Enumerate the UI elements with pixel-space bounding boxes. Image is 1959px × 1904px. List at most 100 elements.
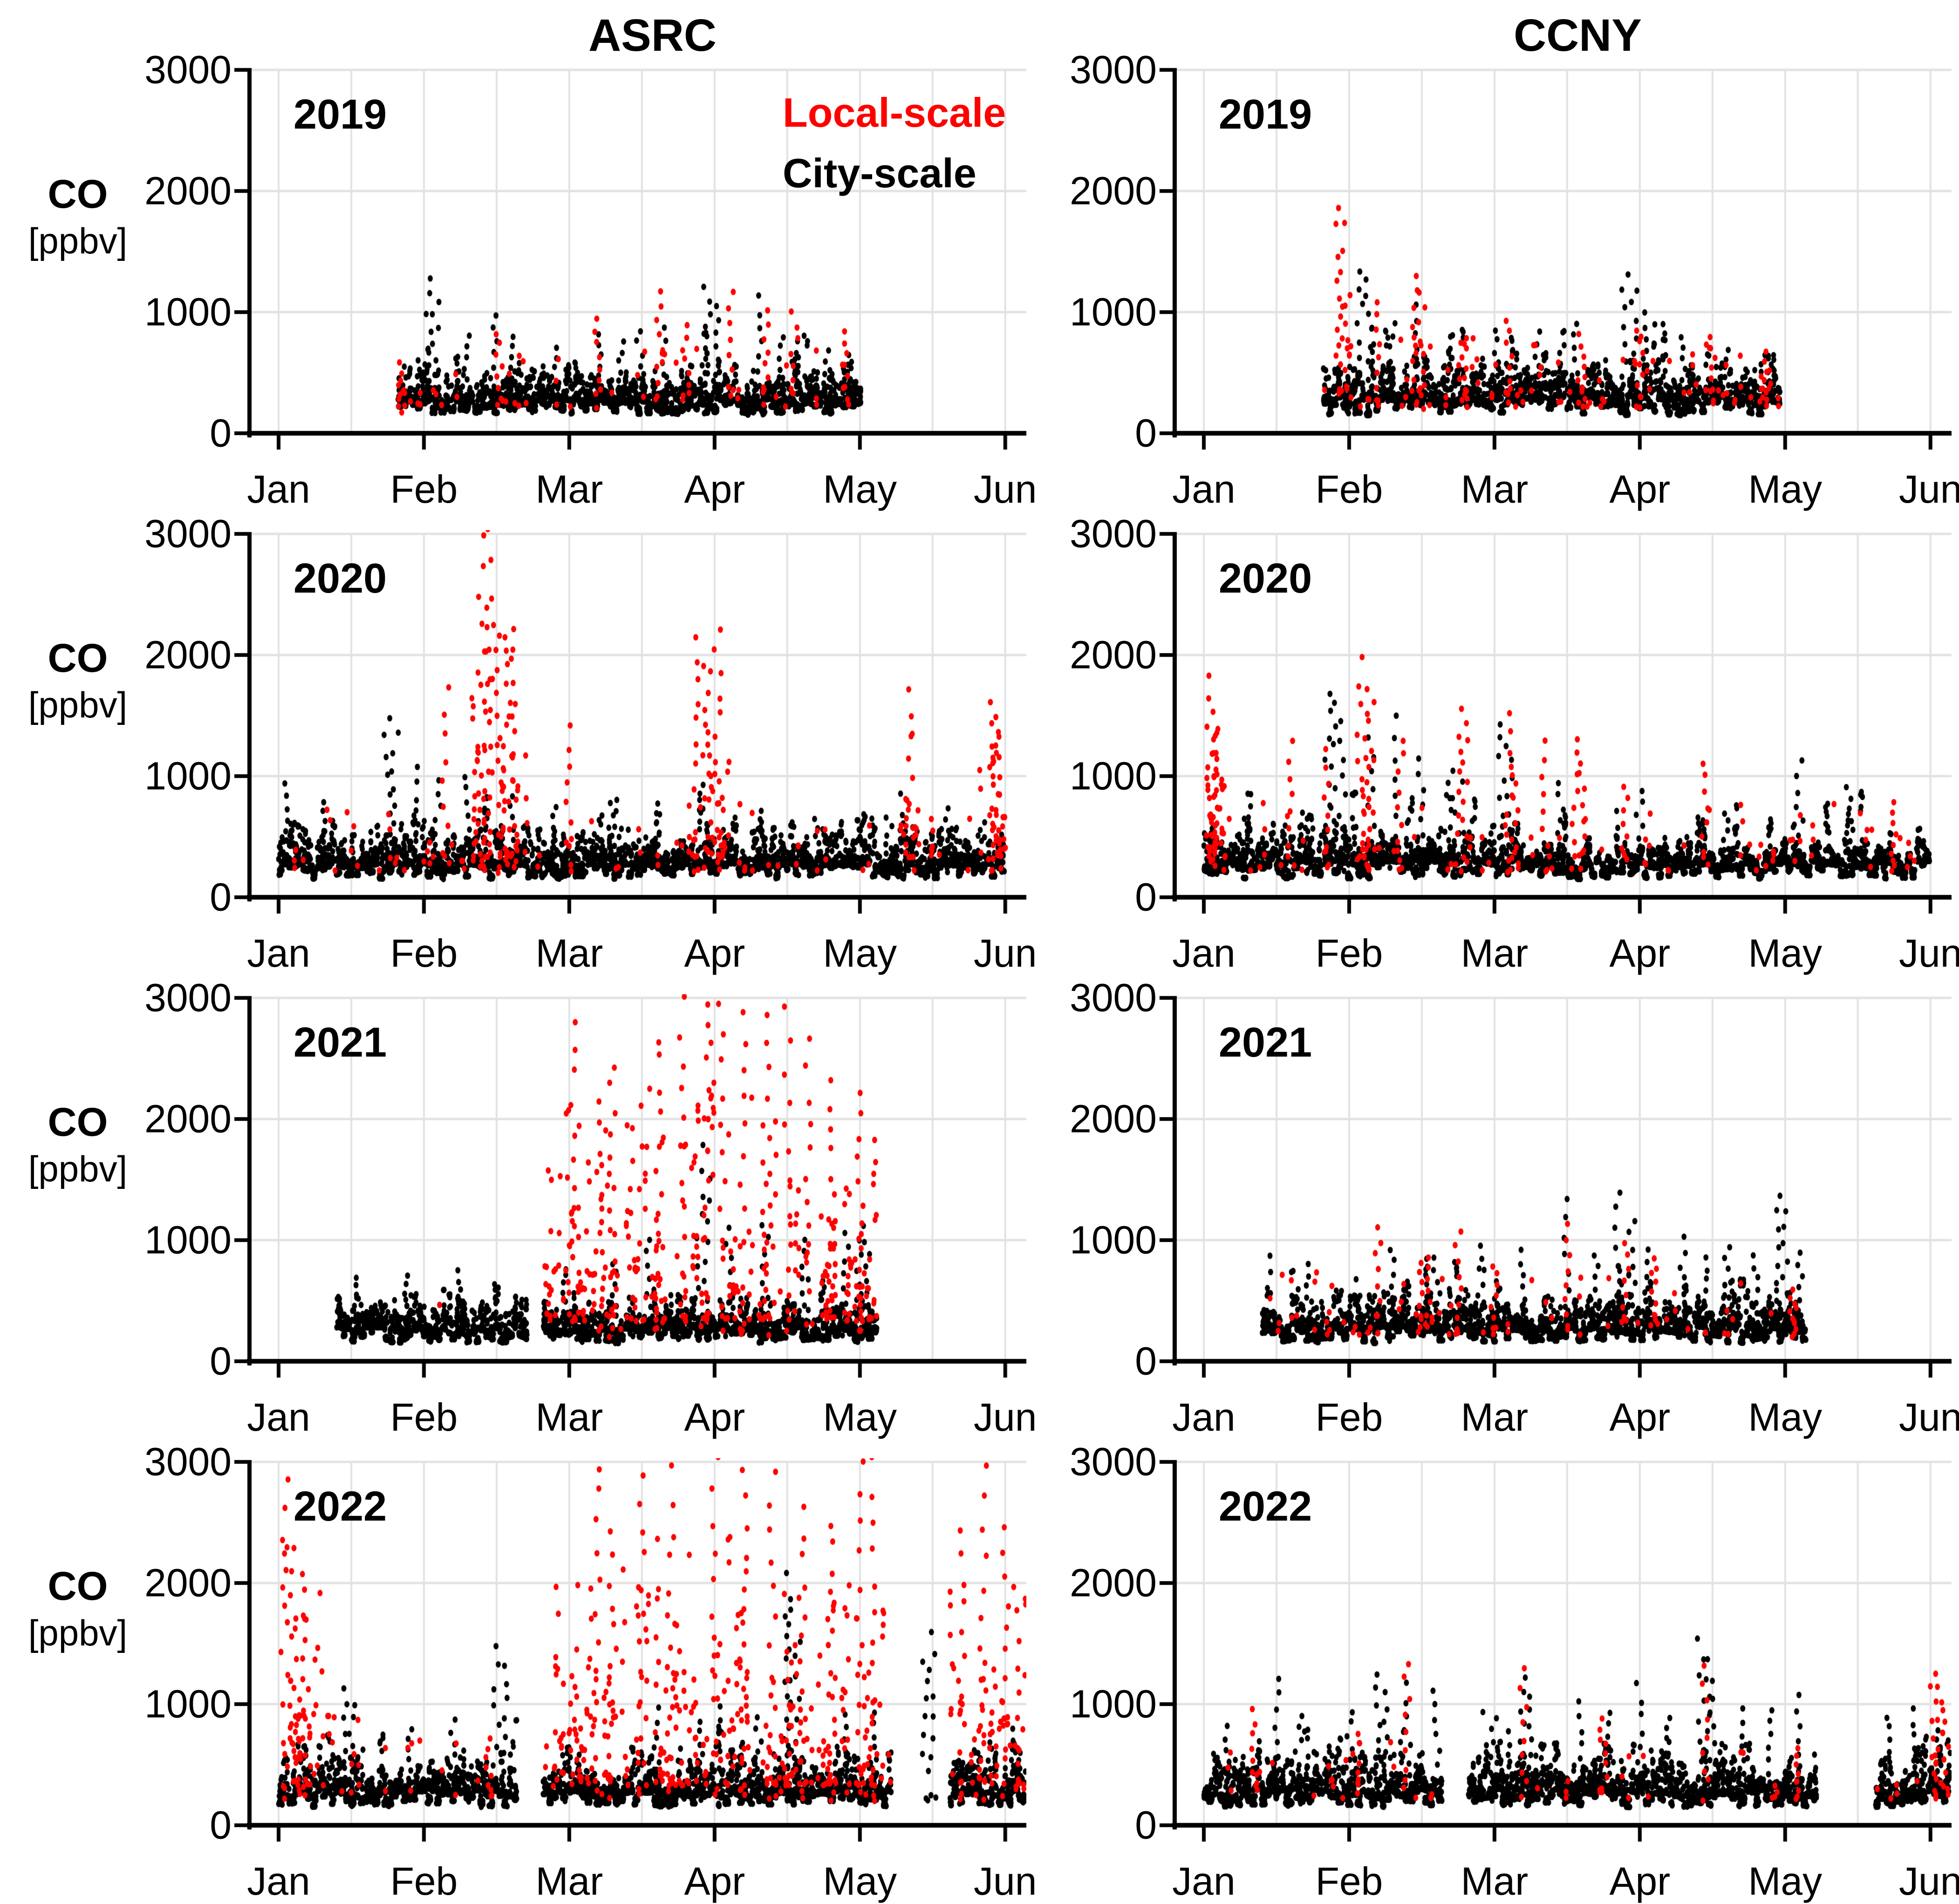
x-tick-label: Jan xyxy=(1172,1395,1235,1439)
y-axis-label-row1: CO [ppbv] xyxy=(3,170,152,263)
x-tick-label: May xyxy=(823,467,897,511)
y-tick-label: 1000 xyxy=(1070,1682,1157,1726)
x-tick-label: Feb xyxy=(1315,467,1383,511)
x-tick-label: Jun xyxy=(974,931,1037,975)
y-tick-label: 1000 xyxy=(144,290,232,334)
y-tick-label: 0 xyxy=(210,875,232,919)
y-axis-label-species: CO xyxy=(48,1564,108,1609)
y-tick-label: 0 xyxy=(1135,1803,1157,1847)
panel-year-asrc-2019: 2019 xyxy=(294,91,387,138)
y-axis-label-species: CO xyxy=(48,172,108,217)
x-tick-label: Jun xyxy=(1899,467,1959,511)
column-title-asrc: ASRC xyxy=(588,10,717,61)
column-title-ccny: CCNY xyxy=(1514,10,1642,61)
x-tick-label: May xyxy=(823,1859,897,1903)
x-tick-label: Feb xyxy=(1315,1859,1383,1903)
panel-year-ccny-2022: 2022 xyxy=(1219,1483,1312,1530)
y-axis-label-units: [ppbv] xyxy=(28,684,128,725)
y-tick-label: 0 xyxy=(210,1339,232,1383)
x-tick-label: Apr xyxy=(1609,1859,1671,1903)
y-tick-label: 0 xyxy=(1135,875,1157,919)
panel-year-asrc-2022: 2022 xyxy=(294,1483,387,1530)
x-tick-label: Mar xyxy=(1461,1859,1529,1903)
x-tick-label: Mar xyxy=(535,1395,603,1439)
x-tick-label: May xyxy=(823,931,897,975)
x-tick-label: Jun xyxy=(1899,1395,1959,1439)
x-tick-label: Mar xyxy=(535,1859,603,1903)
y-tick-label: 3000 xyxy=(1070,1440,1157,1484)
x-tick-label: Mar xyxy=(535,931,603,975)
y-axis-label-row4: CO [ppbv] xyxy=(3,1562,152,1655)
x-tick-label: Jan xyxy=(247,467,310,511)
x-tick-label: Jan xyxy=(1172,931,1235,975)
x-tick-label: Apr xyxy=(1609,931,1671,975)
x-tick-label: May xyxy=(823,1395,897,1439)
panel-year-ccny-2020: 2020 xyxy=(1219,555,1312,602)
y-tick-label: 2000 xyxy=(1070,1097,1157,1141)
x-tick-label: Jun xyxy=(1899,1859,1959,1903)
x-tick-label: Jun xyxy=(974,467,1037,511)
y-tick-label: 2000 xyxy=(1070,1561,1157,1605)
x-tick-label: Apr xyxy=(684,931,745,975)
y-tick-label: 0 xyxy=(210,1803,232,1847)
y-tick-label: 1000 xyxy=(1070,290,1157,334)
panel-year-asrc-2020: 2020 xyxy=(294,555,387,602)
y-axis-label-species: CO xyxy=(48,636,108,681)
y-tick-label: 3000 xyxy=(1070,512,1157,556)
x-tick-label: Jan xyxy=(247,1859,310,1903)
y-axis-label-species: CO xyxy=(48,1100,108,1145)
y-tick-label: 2000 xyxy=(1070,169,1157,213)
y-tick-label: 3000 xyxy=(1070,976,1157,1020)
x-tick-label: Feb xyxy=(390,1395,458,1439)
y-axis-label-row2: CO [ppbv] xyxy=(3,634,152,727)
x-tick-label: Apr xyxy=(1609,467,1671,511)
x-tick-label: Mar xyxy=(535,467,603,511)
panel-year-ccny-2019: 2019 xyxy=(1219,91,1312,138)
x-tick-label: Feb xyxy=(390,931,458,975)
y-tick-label: 0 xyxy=(1135,1339,1157,1383)
x-tick-label: Mar xyxy=(1461,1395,1529,1439)
y-tick-label: 1000 xyxy=(1070,754,1157,798)
x-tick-label: May xyxy=(1748,931,1822,975)
x-tick-label: Feb xyxy=(1315,1395,1383,1439)
x-tick-label: Jun xyxy=(974,1859,1037,1903)
legend-entry-city-scale: City-scale xyxy=(783,150,976,196)
x-tick-label: Jan xyxy=(247,931,310,975)
x-tick-label: Feb xyxy=(390,467,458,511)
y-tick-label: 1000 xyxy=(144,1682,232,1726)
y-tick-label: 3000 xyxy=(144,512,232,556)
x-tick-label: May xyxy=(1748,467,1822,511)
x-tick-label: Mar xyxy=(1461,931,1529,975)
y-axis-label-units: [ppbv] xyxy=(28,1148,128,1189)
y-tick-label: 3000 xyxy=(144,976,232,1020)
x-tick-label: Apr xyxy=(684,1395,745,1439)
y-tick-label: 3000 xyxy=(144,1440,232,1484)
y-tick-label: 1000 xyxy=(1070,1218,1157,1262)
y-tick-label: 2000 xyxy=(1070,633,1157,677)
x-tick-label: Apr xyxy=(684,467,745,511)
x-tick-label: Jun xyxy=(974,1395,1037,1439)
x-tick-label: Jun xyxy=(1899,931,1959,975)
x-tick-label: May xyxy=(1748,1859,1822,1903)
panel-year-asrc-2021: 2021 xyxy=(294,1019,387,1066)
y-tick-label: 2000 xyxy=(144,1097,232,1141)
y-axis-label-units: [ppbv] xyxy=(28,220,128,261)
y-tick-label: 0 xyxy=(210,411,232,455)
x-tick-label: May xyxy=(1748,1395,1822,1439)
x-tick-label: Apr xyxy=(1609,1395,1671,1439)
y-tick-label: 1000 xyxy=(144,754,232,798)
x-tick-label: Jan xyxy=(1172,467,1235,511)
panel-year-ccny-2021: 2021 xyxy=(1219,1019,1312,1066)
x-tick-label: Feb xyxy=(390,1859,458,1903)
y-tick-label: 2000 xyxy=(144,1561,232,1605)
y-axis-label-row3: CO [ppbv] xyxy=(3,1098,152,1191)
x-tick-label: Jan xyxy=(1172,1859,1235,1903)
x-tick-label: Apr xyxy=(684,1859,745,1903)
x-tick-label: Jan xyxy=(247,1395,310,1439)
y-tick-label: 2000 xyxy=(144,633,232,677)
y-axis-label-units: [ppbv] xyxy=(28,1612,128,1653)
y-tick-label: 1000 xyxy=(144,1218,232,1262)
y-tick-label: 3000 xyxy=(1070,48,1157,92)
